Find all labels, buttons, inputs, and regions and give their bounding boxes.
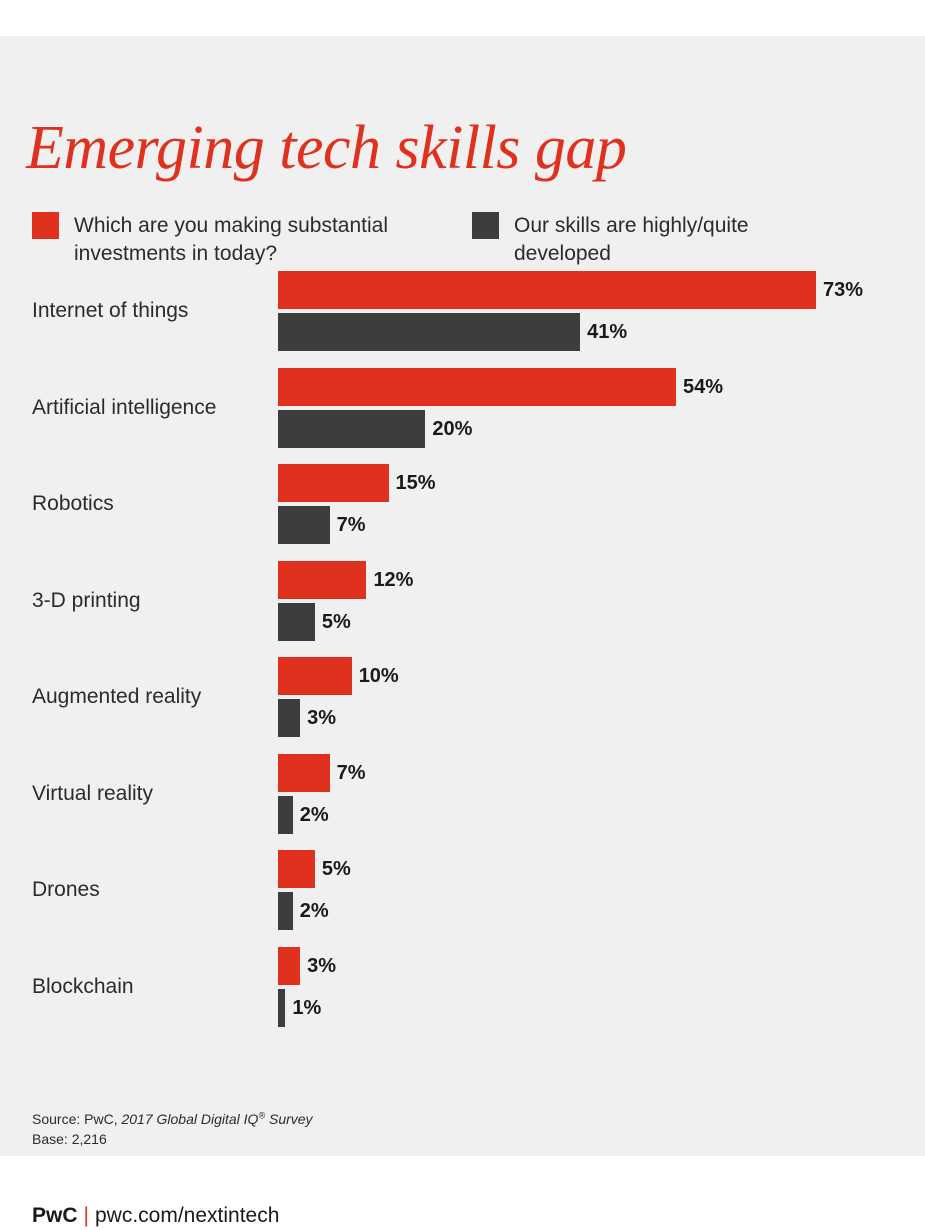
value-label-investments: 10% <box>358 665 399 687</box>
value-label-skills: 7% <box>336 514 366 536</box>
legend-item-investments: Which are you making substantial investm… <box>32 212 442 272</box>
category-label: Artificial intelligence <box>32 395 217 419</box>
footer-url[interactable]: pwc.com/nextintech <box>94 1204 280 1227</box>
category-label: Virtual reality <box>32 781 153 805</box>
category-row: Virtual reality 7% 2% <box>0 753 925 836</box>
legend-swatch-investments <box>32 212 59 239</box>
bar-skills <box>278 313 581 351</box>
bar-skills <box>278 988 286 1027</box>
bar-investments <box>278 271 816 309</box>
category-label: Drones <box>32 878 100 901</box>
footer-separator: | <box>83 1204 89 1227</box>
bar-skills <box>278 506 330 544</box>
source-prefix: Source: PwC, <box>32 1111 118 1127</box>
category-row: Augmented reality 10% 3% <box>0 657 925 739</box>
value-label-skills: 5% <box>321 610 351 633</box>
bar-skills <box>278 602 315 641</box>
value-label-skills: 2% <box>299 900 329 922</box>
registered-mark: ® <box>258 1110 266 1121</box>
category-label: Robotics <box>32 492 114 515</box>
bar-investments <box>278 753 330 792</box>
chart-title: Emerging tech skills gap <box>26 114 627 182</box>
category-row: Internet of things 73% 41% <box>0 271 925 353</box>
bar-skills <box>278 795 293 834</box>
bar-skills <box>278 892 293 930</box>
value-label-investments: 3% <box>307 954 337 977</box>
bar-investments <box>278 367 676 406</box>
category-row: Blockchain 3% 1% <box>0 946 925 1029</box>
base-line: Base: 2,216 <box>32 1131 107 1147</box>
value-label-investments: 54% <box>682 375 723 398</box>
value-label-skills: 2% <box>299 803 329 826</box>
survey-suffix: Survey <box>268 1111 313 1127</box>
value-label-skills: 1% <box>292 996 322 1019</box>
chart-panel: Emerging tech skills gap Which are you m… <box>0 36 925 1227</box>
bar-investments <box>278 464 389 502</box>
legend-label-investments: Which are you making substantial investm… <box>74 214 388 265</box>
category-row: 3-D printing 12% 5% <box>0 560 925 643</box>
legend-label-skills: Our skills are highly/quite developed <box>514 214 749 265</box>
source-line: Source: PwC, 2017 Global Digital IQ® Sur… <box>32 1109 313 1129</box>
category-label: Blockchain <box>32 974 134 998</box>
value-label-skills: 41% <box>587 321 628 343</box>
value-label-investments: 7% <box>336 761 366 784</box>
legend-swatch-skills <box>472 212 499 239</box>
source-note: Source: PwC, 2017 Global Digital IQ® Sur… <box>32 1109 313 1149</box>
value-label-investments: 12% <box>373 568 414 591</box>
survey-title: 2017 Global Digital IQ <box>121 1111 259 1127</box>
bar-skills <box>278 699 301 737</box>
footer: PwC | pwc.com/nextintech <box>32 1202 279 1230</box>
category-label: Internet of things <box>32 299 189 322</box>
value-label-skills: 20% <box>432 417 473 440</box>
category-row: Robotics 15% 7% <box>0 464 925 546</box>
bar-investments <box>278 850 315 888</box>
value-label-investments: 73% <box>823 279 864 301</box>
category-label: Augmented reality <box>32 685 202 708</box>
bar-investments <box>278 560 367 599</box>
category-row: Artificial intelligence 54% 20% <box>0 367 925 450</box>
value-label-skills: 3% <box>307 707 337 729</box>
footer-brand: PwC <box>32 1204 78 1227</box>
bar-investments <box>278 657 352 695</box>
category-label: 3-D printing <box>32 588 141 612</box>
value-label-investments: 15% <box>395 472 436 494</box>
legend-item-skills: Our skills are highly/quite developed <box>472 212 792 272</box>
survey-name: 2017 Global Digital IQ® Survey <box>121 1111 312 1127</box>
value-label-investments: 5% <box>321 858 351 880</box>
bar-investments <box>278 946 301 985</box>
category-row: Drones 5% 2% <box>0 850 925 932</box>
bar-skills <box>278 409 426 448</box>
